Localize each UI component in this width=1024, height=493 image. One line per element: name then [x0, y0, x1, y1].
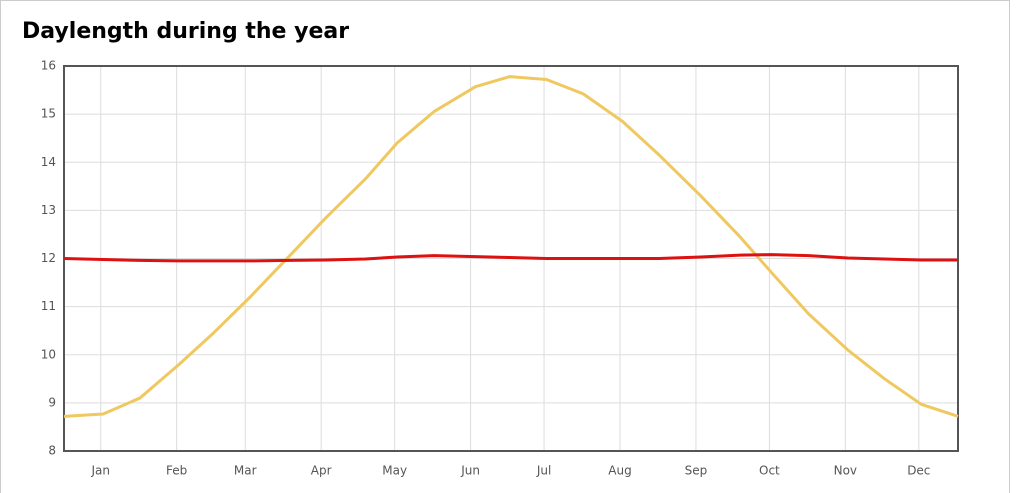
x-tick-label: Jun [460, 464, 480, 478]
x-tick-label: Aug [608, 464, 631, 478]
x-tick-label: Feb [166, 464, 187, 478]
chart-title: Daylength during the year [22, 19, 349, 44]
x-tick-label: Nov [834, 464, 857, 478]
y-tick-label: 8 [48, 444, 56, 458]
x-tick-label: Jul [536, 464, 551, 478]
x-tick-label: Oct [759, 464, 780, 478]
y-tick-label: 13 [41, 203, 56, 217]
x-tick-label: May [382, 464, 407, 478]
y-tick-label: 12 [41, 251, 56, 265]
y-tick-label: 9 [48, 395, 56, 409]
line [63, 75, 959, 418]
y-tick-label: 15 [41, 107, 56, 121]
y-tick-label: 10 [41, 347, 56, 361]
x-tick-label: Apr [311, 464, 332, 478]
x-tick-label: Jan [90, 464, 110, 478]
x-tick-label: Sep [685, 464, 708, 478]
y-tick-label: 14 [41, 155, 56, 169]
x-tick-label: Mar [234, 464, 257, 478]
x-tick-label: Dec [907, 464, 930, 478]
y-tick-label: 16 [41, 59, 56, 73]
line [63, 253, 958, 263]
y-tick-label: 11 [41, 299, 56, 313]
